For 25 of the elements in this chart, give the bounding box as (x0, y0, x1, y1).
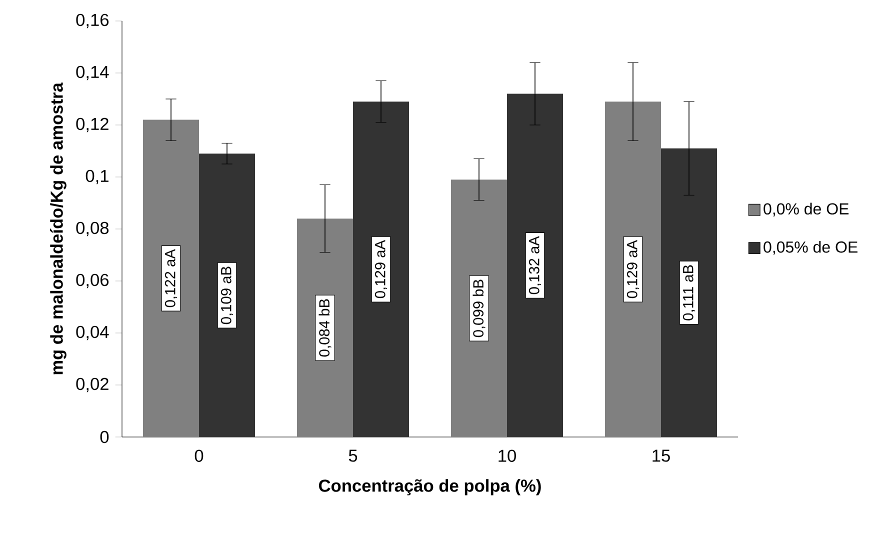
data-label: 0,129 aA (626, 240, 640, 298)
legend-label: 0,0% de OE (764, 202, 849, 216)
y-tick-label: 0,1 (86, 170, 108, 184)
y-tick-label: 0,16 (76, 14, 109, 28)
data-label: 0,111 aB (682, 265, 696, 320)
x-axis-title: Concentração de polpa (%) (318, 479, 541, 496)
x-tick-label: 0 (194, 450, 204, 462)
y-tick-label: 0,06 (76, 274, 109, 288)
data-label: 0,109 aB (220, 266, 234, 324)
data-label: 0,132 aA (528, 236, 542, 294)
y-tick-label: 0,02 (76, 378, 108, 392)
y-tick-label: 0,14 (76, 66, 109, 80)
y-tick-label: 0,08 (76, 222, 109, 236)
x-tick-label: 10 (498, 450, 516, 462)
legend-label: 0,05% de OE (764, 240, 858, 255)
y-tick-label: 0 (100, 430, 109, 444)
y-tick-label: 0,12 (76, 118, 108, 132)
y-axis-title: mg de malonaldeído/Kg de amostra (50, 82, 66, 374)
x-tick-label: 15 (652, 450, 670, 462)
data-label: 0,099 bB (472, 280, 486, 338)
data-label: 0,084 bB (318, 299, 332, 357)
y-tick-label: 0,04 (76, 326, 109, 340)
data-label: 0,129 aA (374, 240, 388, 298)
data-label: 0,122 aA (164, 249, 178, 308)
x-tick-label: 5 (348, 450, 358, 462)
